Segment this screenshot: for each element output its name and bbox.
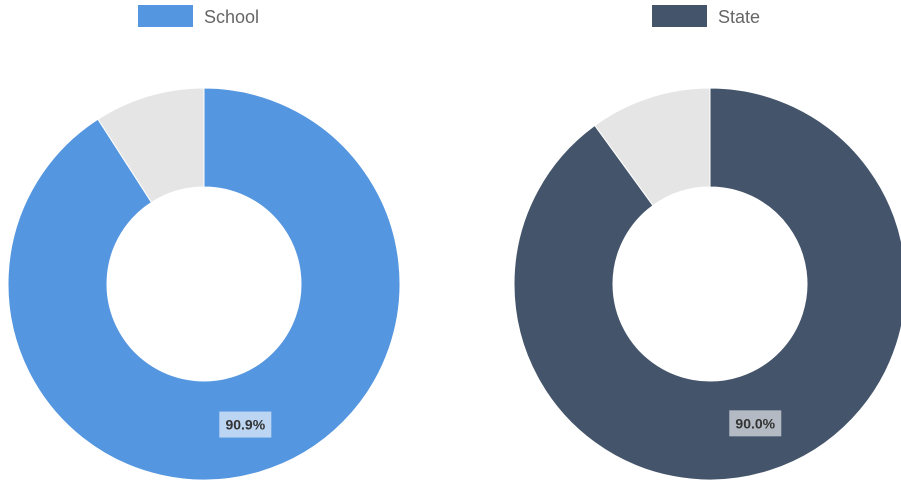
doughnut-slice-state[interactable]: [513, 87, 901, 481]
school-chart: School 90.9%: [0, 0, 450, 483]
data-label-background: [729, 410, 782, 437]
data-label-text: 90.9%: [225, 417, 265, 433]
data-label-background: [219, 411, 272, 438]
data-label: 90.9%: [219, 411, 272, 438]
legend-swatch: [138, 5, 193, 27]
doughnut-slice-school[interactable]: [7, 87, 401, 481]
data-label-text: 90.0%: [735, 415, 775, 431]
data-label: 90.0%: [729, 410, 782, 437]
legend[interactable]: State: [652, 5, 760, 27]
legend-swatch: [652, 5, 707, 27]
doughnut-slice-remainder[interactable]: [97, 87, 205, 204]
school-chart-svg: School 90.9%: [7, 5, 401, 481]
doughnut-slice-remainder[interactable]: [594, 87, 711, 207]
state-chart-svg: State 90.0%: [513, 5, 901, 481]
legend-label: School: [204, 7, 259, 27]
legend-label: State: [718, 7, 760, 27]
state-chart: State 90.0%: [505, 0, 901, 483]
legend[interactable]: School: [138, 5, 259, 27]
